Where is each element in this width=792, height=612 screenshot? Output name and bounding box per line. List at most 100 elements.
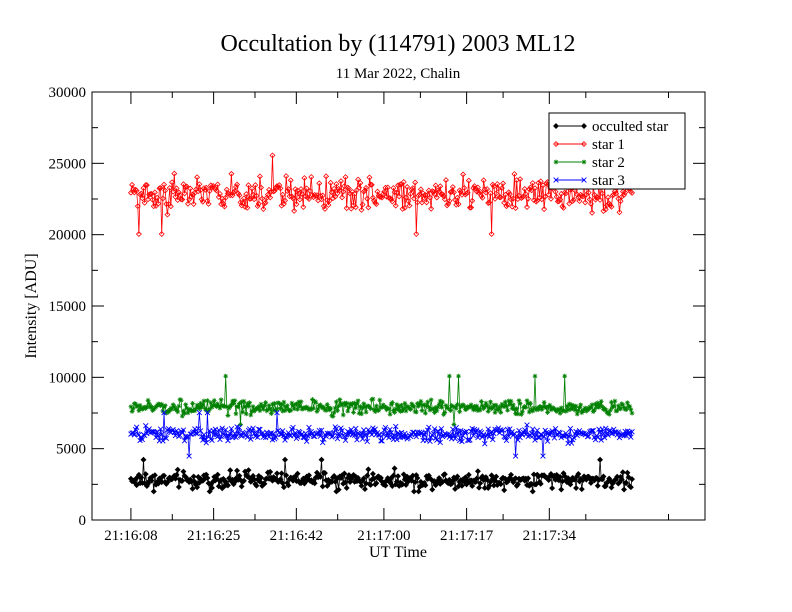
data-point xyxy=(180,468,187,475)
data-point xyxy=(156,185,163,192)
data-point xyxy=(316,402,322,408)
data-point xyxy=(138,474,145,481)
data-point xyxy=(360,475,367,482)
data-point xyxy=(421,432,427,438)
data-point xyxy=(332,193,339,200)
data-point xyxy=(341,470,348,477)
data-point xyxy=(406,202,413,209)
data-point xyxy=(566,200,573,207)
data-point xyxy=(357,179,364,186)
data-point xyxy=(244,401,250,407)
data-point xyxy=(401,406,407,411)
data-point xyxy=(517,176,524,183)
data-point xyxy=(211,398,217,403)
data-point xyxy=(173,471,180,478)
data-point xyxy=(204,409,211,416)
data-point xyxy=(167,407,173,413)
data-point xyxy=(575,408,581,413)
data-point xyxy=(162,187,169,194)
data-point xyxy=(240,477,247,484)
data-point xyxy=(618,193,625,200)
data-point xyxy=(353,425,359,432)
data-point xyxy=(170,402,176,408)
data-point xyxy=(434,408,440,414)
data-point xyxy=(540,453,546,459)
data-point xyxy=(496,407,501,413)
data-point xyxy=(488,231,495,237)
data-point xyxy=(274,409,280,416)
data-point xyxy=(216,427,222,433)
data-point xyxy=(427,438,433,445)
data-point xyxy=(627,403,633,409)
data-point xyxy=(430,430,437,437)
data-point xyxy=(442,410,448,415)
data-point xyxy=(273,434,279,440)
data-point xyxy=(502,191,509,198)
data-point xyxy=(253,482,260,489)
data-point xyxy=(328,405,334,411)
data-point xyxy=(577,405,582,410)
data-point xyxy=(609,399,614,405)
data-point xyxy=(282,456,288,463)
data-point xyxy=(532,185,538,192)
data-point xyxy=(260,206,267,212)
data-point xyxy=(238,422,243,427)
data-point xyxy=(223,373,229,379)
data-point xyxy=(465,177,472,184)
data-point xyxy=(333,426,340,432)
data-point xyxy=(563,408,569,414)
data-point xyxy=(607,407,613,413)
data-point xyxy=(186,196,193,203)
data-point xyxy=(621,486,627,493)
data-point xyxy=(553,177,559,183)
data-point xyxy=(591,407,597,413)
data-point xyxy=(343,484,350,491)
data-point xyxy=(597,429,603,435)
data-point xyxy=(470,432,477,439)
data-point xyxy=(508,471,514,478)
data-point xyxy=(336,187,343,194)
data-point xyxy=(248,436,254,442)
data-point xyxy=(493,473,500,480)
data-point xyxy=(452,485,459,492)
data-point xyxy=(170,188,177,195)
data-point xyxy=(416,403,421,409)
data-point xyxy=(481,406,487,412)
data-point xyxy=(219,425,225,431)
data-point xyxy=(463,428,470,435)
data-point xyxy=(497,194,504,201)
data-point xyxy=(355,176,362,183)
data-point xyxy=(227,467,234,474)
data-point xyxy=(187,185,194,192)
data-point xyxy=(441,196,448,203)
data-point xyxy=(190,473,197,480)
data-point xyxy=(172,193,179,200)
data-point xyxy=(258,401,264,407)
data-point xyxy=(622,189,629,196)
data-point xyxy=(486,405,492,411)
data-point xyxy=(352,204,359,211)
data-point xyxy=(141,199,148,206)
data-point xyxy=(259,195,266,202)
data-point xyxy=(425,399,431,405)
data-point xyxy=(433,405,439,410)
data-point xyxy=(143,406,149,411)
data-point xyxy=(540,404,546,410)
data-point xyxy=(134,203,141,210)
data-point xyxy=(568,440,575,446)
data-point xyxy=(618,406,624,412)
data-point xyxy=(613,190,620,197)
data-point xyxy=(309,192,316,198)
data-point xyxy=(319,192,326,199)
data-point xyxy=(139,195,146,202)
data-point xyxy=(469,404,475,410)
data-point xyxy=(476,484,483,491)
data-point xyxy=(508,196,514,203)
data-point xyxy=(428,205,435,212)
data-point xyxy=(250,191,257,198)
data-point xyxy=(497,481,504,488)
data-point xyxy=(508,398,514,404)
data-point xyxy=(139,436,146,443)
data-point xyxy=(363,409,369,415)
data-point xyxy=(454,473,461,480)
